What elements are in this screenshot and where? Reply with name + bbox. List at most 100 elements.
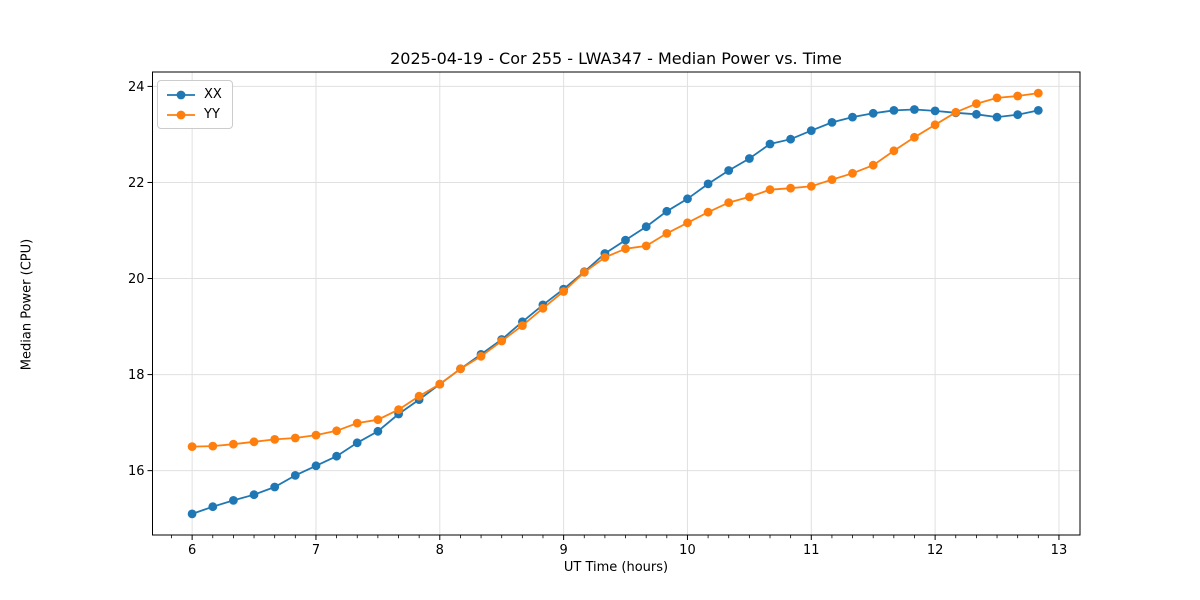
data-point-yy bbox=[951, 107, 961, 117]
data-point-xx bbox=[992, 112, 1002, 122]
data-point-xx bbox=[332, 451, 341, 461]
data-point-yy bbox=[394, 405, 403, 414]
data-point-xx bbox=[187, 509, 197, 519]
data-point-xx bbox=[683, 194, 692, 204]
data-point-xx bbox=[621, 235, 630, 245]
data-point-yy bbox=[910, 132, 919, 142]
data-point-yy bbox=[518, 321, 527, 330]
data-point-xx bbox=[352, 438, 362, 448]
data-point-yy bbox=[662, 229, 672, 238]
data-point-yy bbox=[641, 241, 651, 251]
data-point-xx bbox=[270, 482, 280, 492]
data-point-xx bbox=[868, 108, 878, 118]
xx-line-swatch bbox=[167, 90, 195, 99]
data-point-yy bbox=[745, 192, 754, 202]
data-point-yy bbox=[373, 415, 383, 425]
data-point-xx bbox=[930, 106, 940, 116]
legend-label-yy: YY bbox=[204, 107, 220, 122]
data-point-yy bbox=[972, 99, 981, 109]
data-point-xx bbox=[1013, 110, 1023, 120]
data-point-yy bbox=[456, 364, 465, 374]
data-point-xx bbox=[1033, 106, 1043, 115]
data-point-xx bbox=[972, 109, 981, 119]
plot-spines bbox=[152, 71, 1081, 536]
data-point-yy bbox=[332, 426, 341, 436]
x-axis-label: UT Time (hours) bbox=[563, 560, 669, 575]
data-point-yy bbox=[187, 442, 197, 451]
data-point-xx bbox=[208, 502, 218, 512]
chart-title: 2025-04-19 - Cor 255 - LWA347 - Median P… bbox=[390, 49, 842, 68]
data-point-yy bbox=[311, 430, 321, 440]
data-point-yy bbox=[270, 435, 280, 444]
data-point-yy bbox=[435, 379, 445, 389]
data-point-xx bbox=[848, 112, 857, 122]
data-point-xx bbox=[311, 461, 321, 471]
data-point-yy bbox=[806, 181, 816, 191]
legend-item-yy: YY bbox=[166, 107, 222, 122]
series-line-yy bbox=[192, 92, 1039, 448]
data-point-yy bbox=[497, 336, 507, 346]
data-point-yy bbox=[992, 93, 1002, 103]
y-tick-label: 24 bbox=[128, 80, 145, 95]
legend: XX YY bbox=[157, 80, 233, 129]
data-point-yy bbox=[229, 439, 238, 449]
data-point-xx bbox=[703, 179, 713, 189]
data-point-xx bbox=[229, 496, 238, 505]
x-tick-label: 12 bbox=[927, 543, 944, 558]
data-point-yy bbox=[889, 146, 899, 156]
x-tick-label: 13 bbox=[1051, 543, 1068, 558]
y-tick-label: 16 bbox=[128, 464, 145, 479]
data-point-xx bbox=[373, 426, 383, 436]
legend-label-xx: XX bbox=[204, 87, 222, 102]
data-point-xx bbox=[641, 222, 651, 232]
data-point-xx bbox=[827, 118, 837, 127]
data-point-xx bbox=[889, 106, 899, 115]
data-point-xx bbox=[290, 471, 300, 480]
series-line-xx bbox=[191, 108, 1039, 515]
data-point-xx bbox=[910, 105, 919, 114]
data-point-yy bbox=[703, 207, 713, 217]
y-tick-label: 22 bbox=[128, 176, 145, 191]
x-tick-label: 10 bbox=[679, 543, 696, 558]
data-point-yy bbox=[208, 441, 218, 451]
data-point-xx bbox=[724, 166, 734, 175]
data-point-yy bbox=[249, 437, 259, 447]
data-point-xx bbox=[662, 206, 672, 216]
data-point-xx bbox=[786, 134, 795, 144]
yy-line-swatch bbox=[167, 110, 195, 119]
y-axis-label: Median Power (CPU) bbox=[19, 238, 35, 371]
y-tick-label: 20 bbox=[128, 272, 145, 287]
data-point-yy bbox=[930, 120, 940, 130]
data-point-yy bbox=[683, 218, 692, 228]
data-point-yy bbox=[724, 198, 734, 208]
data-point-xx bbox=[765, 139, 775, 149]
legend-item-xx: XX bbox=[166, 87, 222, 102]
data-point-yy bbox=[765, 185, 775, 195]
data-point-xx bbox=[806, 126, 816, 135]
x-tick-label: 11 bbox=[803, 543, 820, 558]
data-point-yy bbox=[1013, 91, 1023, 101]
data-point-yy bbox=[352, 418, 362, 428]
data-point-yy bbox=[600, 253, 610, 262]
data-point-yy bbox=[290, 433, 300, 443]
data-point-xx bbox=[249, 490, 259, 500]
data-point-yy bbox=[559, 287, 568, 296]
data-point-yy bbox=[868, 160, 878, 170]
data-point-xx bbox=[745, 154, 754, 163]
data-point-yy bbox=[848, 168, 857, 178]
data-point-yy bbox=[538, 303, 548, 313]
x-tick-label: 6 bbox=[188, 543, 196, 558]
y-tick-label: 18 bbox=[128, 368, 145, 383]
data-point-yy bbox=[786, 183, 795, 193]
x-tick-label: 7 bbox=[312, 543, 320, 558]
data-point-yy bbox=[827, 175, 837, 185]
data-point-yy bbox=[621, 244, 630, 254]
data-point-yy bbox=[476, 351, 486, 361]
x-tick-label: 9 bbox=[559, 543, 567, 558]
data-point-yy bbox=[579, 267, 589, 277]
x-tick-label: 8 bbox=[436, 543, 444, 558]
data-point-yy bbox=[1033, 88, 1043, 98]
data-point-yy bbox=[414, 391, 424, 401]
